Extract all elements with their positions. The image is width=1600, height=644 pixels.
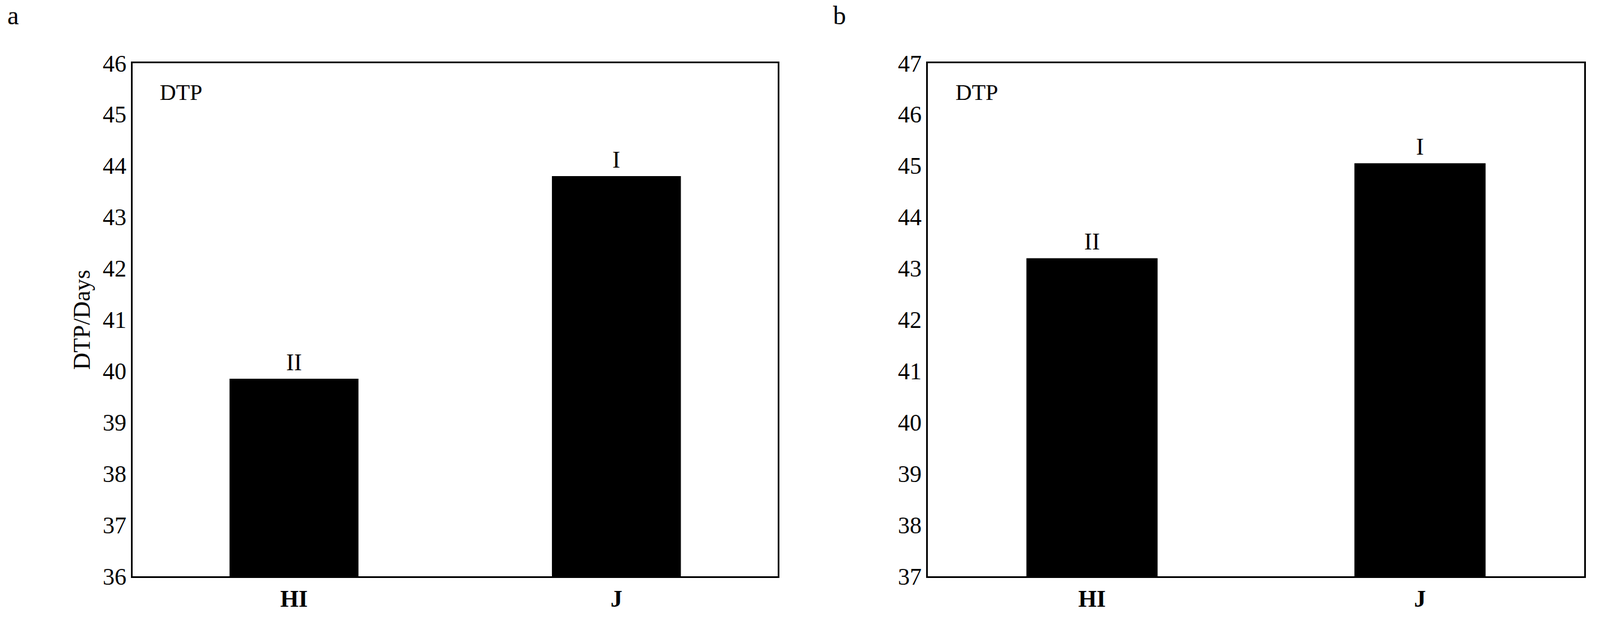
svg-text:39: 39 [102,409,127,436]
svg-text:43: 43 [102,204,127,231]
svg-text:47: 47 [897,50,922,77]
svg-text:40: 40 [102,358,127,385]
svg-text:J: J [610,585,623,612]
svg-text:40: 40 [897,409,922,436]
svg-text:42: 42 [102,255,127,282]
svg-text:41: 41 [897,358,922,385]
svg-text:HI: HI [279,585,308,612]
svg-text:44: 44 [897,204,922,231]
svg-text:J: J [1414,585,1427,612]
svg-text:45: 45 [102,101,127,128]
svg-text:46: 46 [897,101,922,128]
svg-text:DTP: DTP [955,79,999,105]
svg-text:37: 37 [102,512,127,539]
svg-text:HI: HI [1077,585,1106,612]
svg-text:37: 37 [897,563,922,590]
svg-text:b: b [833,1,846,30]
svg-text:45: 45 [897,152,922,179]
svg-text:39: 39 [897,461,922,488]
svg-text:I: I [612,146,621,173]
svg-text:38: 38 [102,461,127,488]
svg-text:44: 44 [102,152,127,179]
svg-text:42: 42 [897,307,922,333]
svg-text:DTP: DTP [159,79,203,105]
svg-text:II: II [1084,228,1100,255]
svg-text:I: I [1416,133,1424,160]
svg-text:II: II [286,349,302,376]
svg-text:41: 41 [102,307,127,333]
svg-text:a: a [7,1,19,30]
svg-text:DTP/Days: DTP/Days [68,269,95,370]
svg-text:36: 36 [102,563,127,590]
svg-text:43: 43 [897,255,922,282]
svg-text:46: 46 [102,50,127,77]
svg-text:38: 38 [897,512,922,539]
